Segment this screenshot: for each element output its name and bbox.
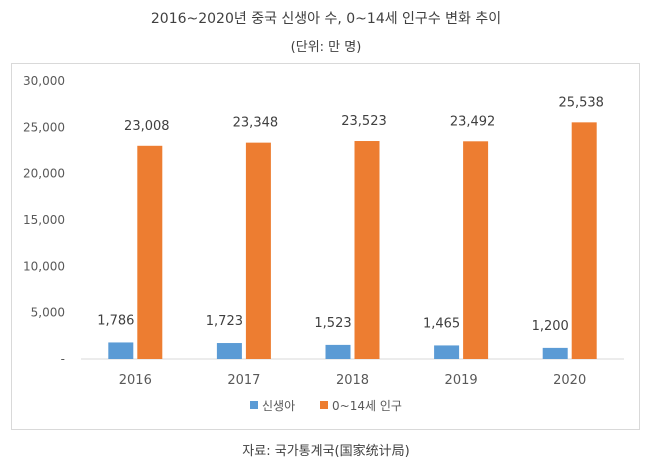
source-note: 자료: 국가통계국(国家统计局) (242, 444, 410, 459)
y-tick-label: 10,000 (23, 259, 65, 273)
data-label: 25,538 (558, 95, 604, 110)
data-label: 23,492 (450, 114, 496, 129)
x-tick-label: 2020 (553, 373, 586, 388)
data-label: 1,786 (97, 313, 134, 328)
chart-frame (11, 63, 640, 430)
legend-swatch (250, 401, 258, 409)
data-label: 1,200 (532, 319, 569, 334)
bar-population-0-14 (245, 142, 271, 359)
legend-label: 신생아 (262, 399, 295, 413)
chart-subtitle: (단위: 만 명) (290, 40, 362, 55)
data-label: 1,523 (314, 316, 351, 331)
bar-newborns (108, 342, 134, 359)
x-tick-label: 2016 (119, 373, 152, 388)
x-tick-label: 2019 (445, 373, 478, 388)
bar-newborns (216, 343, 242, 359)
bar-population-0-14 (571, 122, 597, 359)
y-tick-label: 20,000 (23, 167, 65, 181)
bar-population-0-14 (137, 145, 163, 359)
data-label: 23,523 (341, 114, 387, 129)
bar-newborns (325, 344, 351, 359)
data-label: 1,723 (206, 314, 243, 329)
data-label: 23,008 (124, 119, 170, 134)
y-tick-label: 15,000 (23, 213, 65, 227)
x-tick-label: 2017 (227, 373, 260, 388)
bar-population-0-14 (354, 141, 380, 359)
y-tick-label: - (61, 352, 65, 366)
legend-label: 0~14세 인구 (332, 399, 402, 413)
data-label: 1,465 (423, 316, 460, 331)
bar-newborns (434, 345, 460, 359)
bar-newborns (542, 347, 568, 359)
legend-swatch (320, 401, 328, 409)
chart-title: 2016~2020년 중국 신생아 수, 0~14세 인구수 변화 추이 (150, 11, 502, 27)
bar-population-0-14 (463, 141, 489, 359)
x-tick-label: 2018 (336, 373, 369, 388)
y-tick-label: 30,000 (23, 74, 65, 88)
data-label: 23,348 (233, 116, 279, 131)
y-tick-label: 25,000 (23, 120, 65, 134)
y-tick-label: 5,000 (31, 306, 65, 320)
